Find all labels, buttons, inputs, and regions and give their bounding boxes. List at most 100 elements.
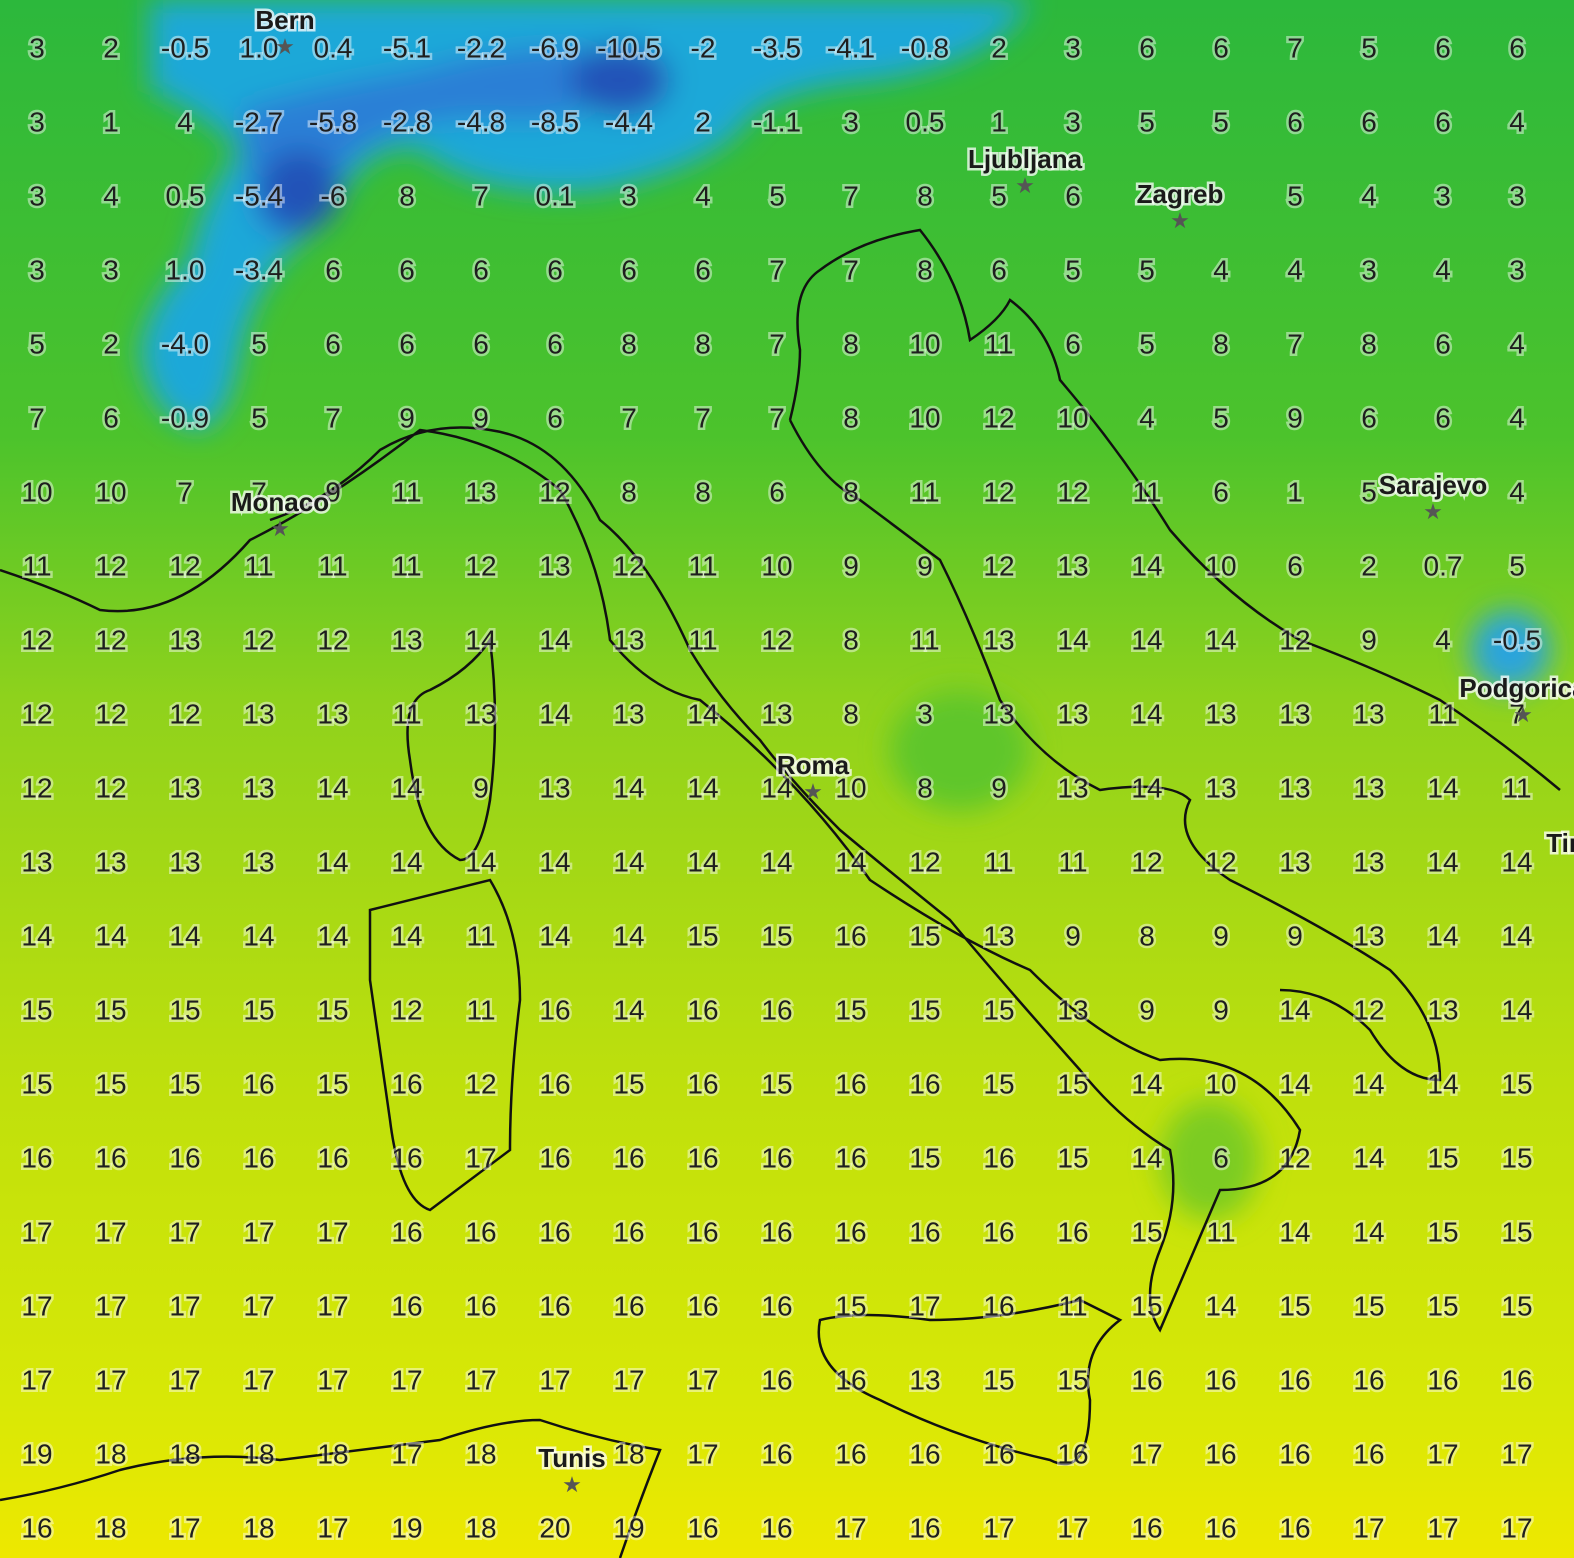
temperature-value: 16: [1205, 1512, 1236, 1543]
temperature-value: 17: [21, 1290, 52, 1321]
temperature-value: 6: [991, 254, 1007, 285]
temperature-value: -2.7: [235, 106, 283, 137]
temperature-value: 7: [769, 254, 785, 285]
temperature-value: 11: [392, 698, 421, 729]
temperature-value: 6: [473, 254, 489, 285]
temperature-value: 12: [1057, 476, 1088, 507]
temperature-value: 9: [473, 402, 489, 433]
temperature-value: 14: [95, 920, 126, 951]
temperature-value: 6: [769, 476, 785, 507]
temperature-value: 14: [1131, 624, 1162, 655]
temperature-value: 14: [539, 846, 570, 877]
temperature-value: 17: [613, 1364, 644, 1395]
temperature-value: 8: [1213, 328, 1229, 359]
temperature-value: 12: [21, 624, 52, 655]
temperature-value: 11: [466, 920, 495, 951]
temperature-value: 13: [1279, 698, 1310, 729]
temperature-value: 11: [22, 550, 51, 581]
temperature-value: 14: [1131, 1142, 1162, 1173]
temperature-value: 17: [835, 1512, 866, 1543]
temperature-value: 13: [21, 846, 52, 877]
temperature-value: 15: [21, 994, 52, 1025]
temperature-value: 15: [1427, 1142, 1458, 1173]
temperature-value: 16: [983, 1438, 1014, 1469]
temperature-value: 9: [991, 772, 1007, 803]
temperature-value: 1: [991, 106, 1007, 137]
temperature-value: 16: [613, 1290, 644, 1321]
temperature-value: 14: [1279, 1068, 1310, 1099]
temperature-value: 2: [695, 106, 711, 137]
temperature-value: 16: [539, 994, 570, 1025]
temperature-value: 4: [1509, 476, 1525, 507]
temperature-value: 16: [1057, 1438, 1088, 1469]
temperature-value: 14: [1501, 920, 1532, 951]
temperature-value: 12: [465, 1068, 496, 1099]
temperature-value: 17: [539, 1364, 570, 1395]
temperature-value: 6: [473, 328, 489, 359]
temperature-value: 16: [539, 1290, 570, 1321]
temperature-value: 16: [1427, 1364, 1458, 1395]
temperature-value: -1.1: [753, 106, 801, 137]
temperature-value: 13: [465, 476, 496, 507]
temperature-value: -5.4: [235, 180, 283, 211]
temperature-value: 11: [318, 550, 347, 581]
temperature-value: 15: [613, 1068, 644, 1099]
temperature-value: 6: [1213, 1142, 1229, 1173]
temperature-value: 19: [613, 1512, 644, 1543]
temperature-value: 14: [1131, 698, 1162, 729]
temperature-value: 15: [1057, 1068, 1088, 1099]
temperature-value: 12: [95, 624, 126, 655]
temperature-value: 7: [769, 328, 785, 359]
temperature-value: 13: [1057, 550, 1088, 581]
temperature-value: 4: [177, 106, 193, 137]
temperature-value: -4.0: [161, 328, 209, 359]
temperature-value: 16: [761, 1290, 792, 1321]
temperature-value: 17: [243, 1216, 274, 1247]
city-label: Roma: [777, 750, 850, 780]
temperature-value: 13: [613, 698, 644, 729]
temperature-value: 16: [1501, 1364, 1532, 1395]
temperature-value: 14: [1427, 920, 1458, 951]
temperature-value: 13: [243, 772, 274, 803]
temperature-value: 16: [539, 1142, 570, 1173]
temperature-value: 16: [835, 1438, 866, 1469]
temperature-value: 3: [621, 180, 637, 211]
temperature-value: 17: [95, 1216, 126, 1247]
temperature-value: 10: [909, 402, 940, 433]
temperature-value: 15: [909, 920, 940, 951]
temperature-value: 14: [613, 920, 644, 951]
temperature-value: 16: [909, 1512, 940, 1543]
temperature-value: 8: [843, 402, 859, 433]
temperature-value: 8: [621, 476, 637, 507]
temperature-value: 7: [1287, 32, 1303, 63]
temperature-value: 12: [465, 550, 496, 581]
temperature-value: 5: [1509, 550, 1525, 581]
temperature-value: 16: [1279, 1438, 1310, 1469]
temperature-value: 6: [399, 254, 415, 285]
temperature-value: 11: [1502, 772, 1531, 803]
temperature-value: 18: [465, 1512, 496, 1543]
temperature-value: 1: [103, 106, 119, 137]
temperature-value: -4.8: [457, 106, 505, 137]
city-marker: ★: [562, 1472, 582, 1497]
temperature-value: 13: [539, 772, 570, 803]
temperature-value: 20: [539, 1512, 570, 1543]
temperature-value: 2: [1361, 550, 1377, 581]
temperature-value: 17: [21, 1216, 52, 1247]
temperature-value: 16: [761, 1364, 792, 1395]
city-marker: ★: [275, 34, 295, 59]
city-label: Sarajevo: [1379, 470, 1487, 500]
city-label: Monaco: [231, 487, 329, 517]
temperature-value: 14: [243, 920, 274, 951]
temperature-value: 14: [1427, 772, 1458, 803]
temperature-value: 11: [984, 328, 1013, 359]
temperature-value: 14: [465, 846, 496, 877]
temperature-value: 13: [1353, 846, 1384, 877]
temperature-value: 14: [1131, 772, 1162, 803]
temperature-value: 18: [465, 1438, 496, 1469]
temperature-value: 6: [1287, 550, 1303, 581]
temperature-value: 14: [1353, 1216, 1384, 1247]
temperature-value: 16: [687, 1290, 718, 1321]
temperature-value: 15: [21, 1068, 52, 1099]
